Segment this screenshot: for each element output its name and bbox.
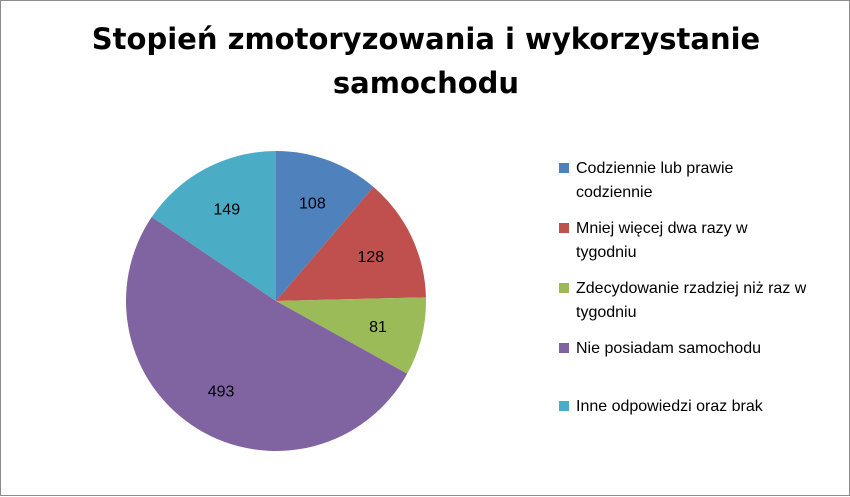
legend-label: Mniej więcej dwa razy w tygodniu [576,220,748,261]
chart-title: Stopień zmotoryzowania i wykorzystanie s… [1,17,850,105]
pie-slice [125,216,408,452]
data-label: 81 [369,319,387,336]
data-label: 108 [299,196,326,213]
legend-swatch [559,283,569,293]
legend-swatch [559,223,569,233]
chart-title-line-2: samochodu [332,66,520,100]
data-label: 149 [213,201,240,218]
legend-swatch [559,343,569,353]
legend-swatch [559,163,569,173]
pie-slice [151,151,276,301]
legend-swatch [559,401,569,411]
data-label: 128 [357,249,384,266]
pie-slice [276,151,374,301]
legend-label: Inne odpowiedzi oraz brak [576,398,763,415]
pie-slice [276,187,426,301]
data-label: 493 [208,383,235,400]
legend-label: Zdecydowanie rzadziej niż raz w tygodniu [576,280,807,321]
legend-label: Nie posiadam samochodu [576,340,761,357]
legend-label: Codziennie lub prawie codziennie [576,160,734,201]
chart-title-line-1: Stopień zmotoryzowania i wykorzystanie [91,22,761,56]
pie-slice [276,297,427,374]
